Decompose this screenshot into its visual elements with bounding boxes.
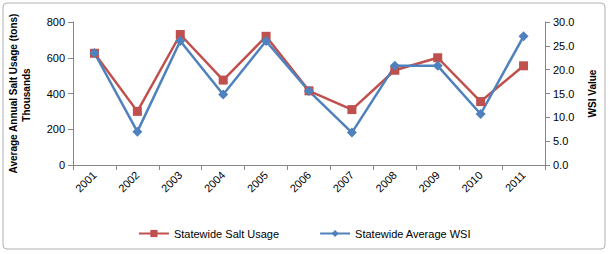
svg-text:WSI Value: WSI Value: [587, 69, 598, 117]
svg-text:30.0: 30.0: [553, 16, 574, 28]
svg-text:20.0: 20.0: [553, 64, 574, 76]
svg-text:2011: 2011: [503, 169, 528, 194]
svg-text:2005: 2005: [245, 169, 271, 195]
svg-text:5.0: 5.0: [553, 135, 568, 147]
svg-text:0: 0: [59, 159, 65, 171]
svg-text:Average Annual Salt Usage (ton: Average Annual Salt Usage (tons): [8, 14, 19, 174]
svg-text:2002: 2002: [116, 169, 142, 195]
svg-text:200: 200: [47, 123, 65, 135]
svg-text:25.0: 25.0: [553, 40, 574, 52]
svg-text:2010: 2010: [459, 169, 485, 195]
svg-text:800: 800: [47, 16, 65, 28]
svg-text:0.0: 0.0: [553, 159, 568, 171]
svg-text:400: 400: [47, 88, 65, 100]
svg-text:Thousands: Thousands: [21, 68, 32, 122]
svg-text:10.0: 10.0: [553, 111, 574, 123]
svg-text:2001: 2001: [73, 169, 99, 195]
svg-text:2006: 2006: [287, 169, 313, 195]
svg-text:Statewide Average WSI: Statewide Average WSI: [355, 228, 470, 240]
svg-text:Statewide Salt Usage: Statewide Salt Usage: [174, 228, 279, 240]
svg-text:2007: 2007: [330, 169, 356, 195]
svg-text:15.0: 15.0: [553, 88, 574, 100]
svg-text:2003: 2003: [159, 169, 185, 195]
svg-text:600: 600: [47, 52, 65, 64]
svg-text:2009: 2009: [416, 169, 442, 195]
svg-text:2004: 2004: [202, 169, 228, 195]
svg-text:2008: 2008: [373, 169, 399, 195]
